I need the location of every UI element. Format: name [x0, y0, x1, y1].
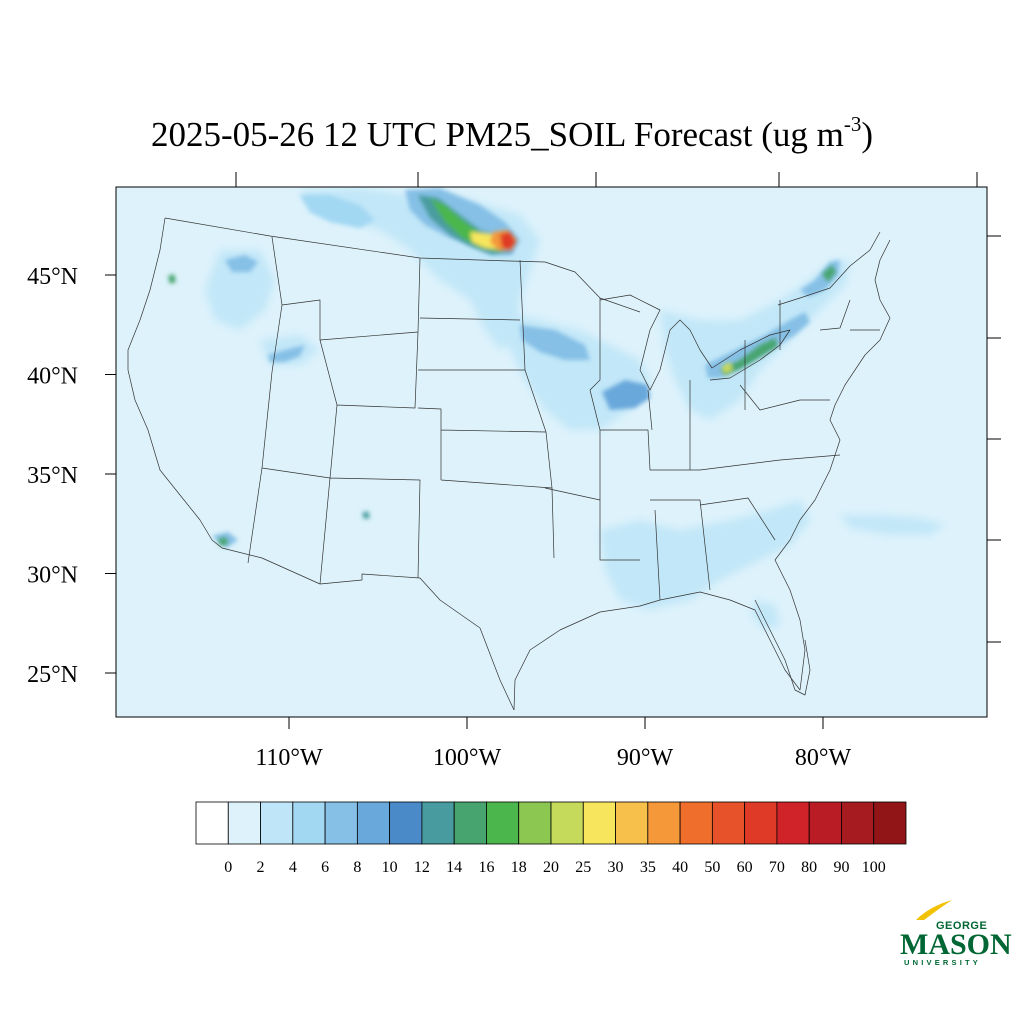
mid-nebraska: [520, 325, 590, 360]
plot-title: 2025-05-26 12 UTC PM25_SOIL Forecast (ug…: [0, 112, 1024, 155]
colorbar-label: 4: [289, 859, 297, 876]
colorbar-bin: [518, 801, 552, 845]
colorbar-bin: [486, 801, 520, 845]
colorbar-bin: [389, 801, 423, 845]
colorbar-label: 60: [737, 859, 753, 876]
map-frame: [115, 186, 988, 718]
colorbar-bin: [873, 801, 907, 845]
haze-atlantic: [840, 515, 945, 535]
plume-erie-green: [720, 338, 778, 376]
mid-iowa: [602, 380, 650, 410]
mid-erie: [705, 312, 810, 378]
state-lines: [247, 236, 880, 601]
florida-outline: [754, 599, 811, 696]
colorbar-label: 70: [769, 859, 785, 876]
title-main: 2025-05-26 12 UTC PM25_SOIL Forecast (ug…: [151, 115, 844, 154]
concentration-field: [168, 188, 945, 630]
colorbar-bin: [776, 801, 810, 845]
colorbar-label: 35: [640, 859, 656, 876]
colorbar-label: 100: [862, 859, 886, 876]
colorbar-label: 6: [321, 859, 329, 876]
lon-tick-label: 80°W: [795, 745, 852, 771]
lat-tick-label: 40°N: [27, 364, 78, 390]
lat-tick-label: 45°N: [27, 264, 78, 290]
plume-erie-yellow: [722, 362, 733, 374]
logo-line-george: GEORGE: [936, 920, 988, 932]
title-exponent: -3: [843, 112, 862, 136]
title-close: ): [861, 115, 873, 154]
colorbar-label: 80: [801, 859, 817, 876]
colorbar-bin: [324, 801, 358, 845]
colorbar-label: 20: [543, 859, 559, 876]
plume-quebec-green: [822, 265, 836, 282]
gmu-logo: GEORGE MASON UNIVERSITY: [896, 898, 1012, 970]
colorbar-bin: [356, 801, 391, 845]
lon-tick-label: 90°W: [617, 745, 674, 771]
colorbar-bin: [550, 801, 584, 845]
colorbar-bin: [227, 801, 261, 845]
mid-montana: [300, 195, 375, 228]
plume-red: [500, 232, 516, 250]
gulf-coast: [513, 239, 891, 711]
plume-layer: [168, 195, 836, 546]
colorbar-label: 18: [511, 859, 527, 876]
logo-line-mason: MASON: [900, 928, 1012, 961]
lon-tick-label: 110°W: [255, 745, 323, 771]
colorbar-bin: [841, 801, 875, 845]
mexico-border: [221, 547, 515, 711]
haze-west: [205, 250, 275, 330]
colorbar-bin: [195, 801, 229, 845]
colorbar-label: 0: [224, 859, 232, 876]
colorbar-bin: [421, 801, 455, 845]
colorbar-bin: [647, 801, 681, 845]
colorbar-label: 12: [414, 859, 430, 876]
mid-wyoming: [268, 345, 305, 362]
colorbar-label: 16: [478, 859, 494, 876]
boundaries: [127, 217, 891, 711]
mid-oregon: [225, 255, 258, 272]
colorbar-bin: [711, 801, 746, 845]
logo-swoosh-icon: [916, 900, 952, 920]
lon-tick-label: 100°W: [433, 745, 502, 771]
great-lakes: [599, 294, 791, 391]
axis-ticks: 45°N 40°N 35°N 30°N 25°N 110°W 100°W 90°W 80°W: [27, 172, 1001, 771]
haze-gulf: [600, 500, 810, 610]
colorbar: 0 2 4 6 8 10 12 14 16 18 20 25 30 35 40 50 60 70 80 90 100: [195, 801, 907, 876]
colorbar-label: 2: [257, 859, 265, 876]
lat-tick-label: 35°N: [27, 463, 78, 489]
colorbar-label: 25: [575, 859, 591, 876]
plume-oregon-green: [168, 274, 176, 284]
colorbar-label: 50: [704, 859, 720, 876]
west-coast: [127, 217, 223, 549]
colorbar-bin: [679, 801, 713, 845]
logo-line-university: UNIVERSITY: [904, 958, 982, 967]
plume-socal-green: [218, 537, 228, 546]
colorbar-bin: [582, 801, 616, 845]
lat-tick-label: 25°N: [27, 662, 78, 688]
canada-border: [164, 217, 881, 313]
colorbar-label: 10: [382, 859, 398, 876]
plume-nm-teal: [362, 511, 370, 519]
colorbar-bin: [744, 801, 778, 845]
colorbar-bin: [615, 801, 649, 845]
colorbar-bin: [808, 801, 842, 845]
colorbar-bin: [453, 801, 487, 845]
colorbar-label: 14: [446, 859, 462, 876]
colorbar-bin: [292, 801, 326, 845]
colorbar-bin: [260, 801, 294, 845]
lat-tick-label: 30°N: [27, 563, 78, 589]
colorbar-label: 90: [833, 859, 849, 876]
colorbar-label: 30: [608, 859, 624, 876]
colorbar-label: 8: [353, 859, 361, 876]
colorbar-label: 40: [672, 859, 688, 876]
